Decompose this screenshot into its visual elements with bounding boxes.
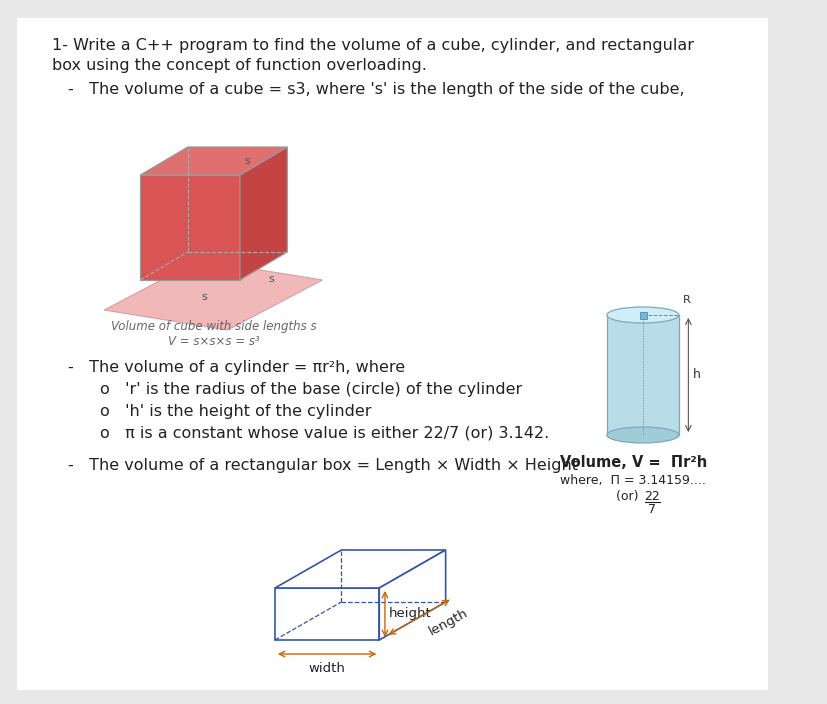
- Polygon shape: [240, 147, 287, 280]
- Text: 22: 22: [643, 490, 659, 503]
- Text: height: height: [388, 608, 431, 620]
- Text: -   The volume of a rectangular box = Length × Width × Height: - The volume of a rectangular box = Leng…: [68, 458, 577, 473]
- Text: where,  Π = 3.14159....: where, Π = 3.14159....: [560, 474, 705, 487]
- Polygon shape: [275, 550, 445, 588]
- Text: (or): (or): [615, 490, 646, 503]
- Ellipse shape: [606, 307, 678, 323]
- Text: Volume of cube with side lengths s: Volume of cube with side lengths s: [111, 320, 316, 333]
- Polygon shape: [140, 147, 287, 175]
- Polygon shape: [606, 315, 678, 435]
- Text: Volume, V =  Πr²h: Volume, V = Πr²h: [559, 455, 706, 470]
- Polygon shape: [104, 260, 322, 330]
- Ellipse shape: [606, 427, 678, 443]
- Text: -   The volume of a cube = s3, where 's' is the length of the side of the cube,: - The volume of a cube = s3, where 's' i…: [68, 82, 684, 97]
- Text: s: s: [201, 292, 207, 302]
- Text: 7: 7: [648, 503, 656, 516]
- Text: box using the concept of function overloading.: box using the concept of function overlo…: [52, 58, 427, 73]
- Text: V = s×s×s = s³: V = s×s×s = s³: [168, 335, 260, 348]
- Text: o   π is a constant whose value is either 22/7 (or) 3.142.: o π is a constant whose value is either …: [99, 426, 548, 441]
- Text: s: s: [244, 156, 250, 166]
- Text: length: length: [426, 606, 470, 638]
- Polygon shape: [275, 588, 379, 640]
- Polygon shape: [140, 175, 240, 280]
- Text: R: R: [681, 295, 690, 305]
- Text: width: width: [308, 662, 345, 675]
- Polygon shape: [379, 550, 445, 640]
- Text: s: s: [268, 274, 274, 284]
- Text: o   'r' is the radius of the base (circle) of the cylinder: o 'r' is the radius of the base (circle)…: [99, 382, 521, 397]
- Text: 1- Write a C++ program to find the volume of a cube, cylinder, and rectangular: 1- Write a C++ program to find the volum…: [52, 38, 693, 53]
- Bar: [639, 312, 646, 319]
- Text: -   The volume of a cylinder = πr²h, where: - The volume of a cylinder = πr²h, where: [68, 360, 405, 375]
- Text: h: h: [692, 368, 700, 382]
- Text: o   'h' is the height of the cylinder: o 'h' is the height of the cylinder: [99, 404, 370, 419]
